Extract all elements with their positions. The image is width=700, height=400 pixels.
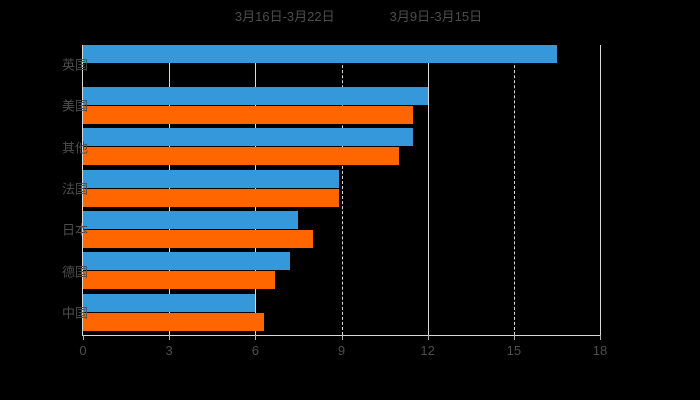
x-tick-label-15: 15 <box>506 343 522 358</box>
bar-法国-3月9日-3月15日[interactable] <box>83 188 339 207</box>
bar-英国-3月16日-3月22日[interactable] <box>83 45 557 64</box>
bar-其他-3月16日-3月22日[interactable] <box>83 128 414 147</box>
x-tick-label-9: 9 <box>337 343 346 358</box>
x-tick-mark-12 <box>427 335 429 340</box>
x-tick-mark-0 <box>83 335 84 340</box>
gridline-x-15 <box>513 45 515 335</box>
y-category-label-中国: 中国 <box>61 305 88 321</box>
bar-日本-3月16日-3月22日[interactable] <box>83 210 299 229</box>
circle-marker-icon <box>218 12 228 22</box>
bar-中国-3月16日-3月22日[interactable] <box>83 293 256 312</box>
plot-area: 0 3 6 9 12 15 18 <box>79 45 607 358</box>
chart-legend: 3月16日-3月22日 3月9日-3月15日 <box>0 10 700 23</box>
legend-item-0[interactable]: 3月16日-3月22日 <box>218 10 335 23</box>
bar-德国-3月9日-3月15日[interactable] <box>83 271 276 290</box>
bar-美国-3月16日-3月22日[interactable] <box>83 86 428 105</box>
bar-日本-3月9日-3月15日[interactable] <box>83 229 313 248</box>
bar-德国-3月16日-3月22日[interactable] <box>83 252 290 271</box>
x-tick-mark-9 <box>341 335 343 340</box>
x-tick-mark-15 <box>513 335 515 340</box>
legend-label-0: 3月16日-3月22日 <box>234 9 335 24</box>
y-category-label-美国: 美国 <box>61 98 88 114</box>
legend-item-1[interactable]: 3月9日-3月15日 <box>373 10 482 23</box>
x-tick-mark-6 <box>255 335 257 340</box>
y-category-label-日本: 日本 <box>61 222 88 238</box>
x-tick-mark-18 <box>600 335 601 340</box>
bar-法国-3月16日-3月22日[interactable] <box>83 169 339 188</box>
gridline-x-9 <box>341 45 343 335</box>
y-category-label-其他: 其他 <box>61 140 88 156</box>
x-tick-label-18: 18 <box>592 343 608 358</box>
bar-中国-3月9日-3月15日[interactable] <box>83 312 264 331</box>
gridline-x-12 <box>427 45 429 335</box>
x-tick-label-0: 0 <box>79 343 87 358</box>
x-tick-label-12: 12 <box>420 343 435 358</box>
x-tick-label-6: 6 <box>251 343 259 358</box>
x-tick-label-3: 3 <box>165 343 173 358</box>
y-axis-line <box>82 45 83 335</box>
y-category-label-法国: 法国 <box>61 181 88 197</box>
bar-其他-3月9日-3月15日[interactable] <box>83 147 399 166</box>
gridline-x-18 <box>600 45 601 335</box>
y-category-label-德国: 德国 <box>61 264 88 280</box>
y-category-label-英国: 英国 <box>61 57 88 73</box>
square-marker-icon <box>373 12 383 22</box>
bar-美国-3月9日-3月15日[interactable] <box>83 105 414 124</box>
x-tick-mark-3 <box>169 335 171 340</box>
legend-label-1: 3月9日-3月15日 <box>389 9 483 24</box>
